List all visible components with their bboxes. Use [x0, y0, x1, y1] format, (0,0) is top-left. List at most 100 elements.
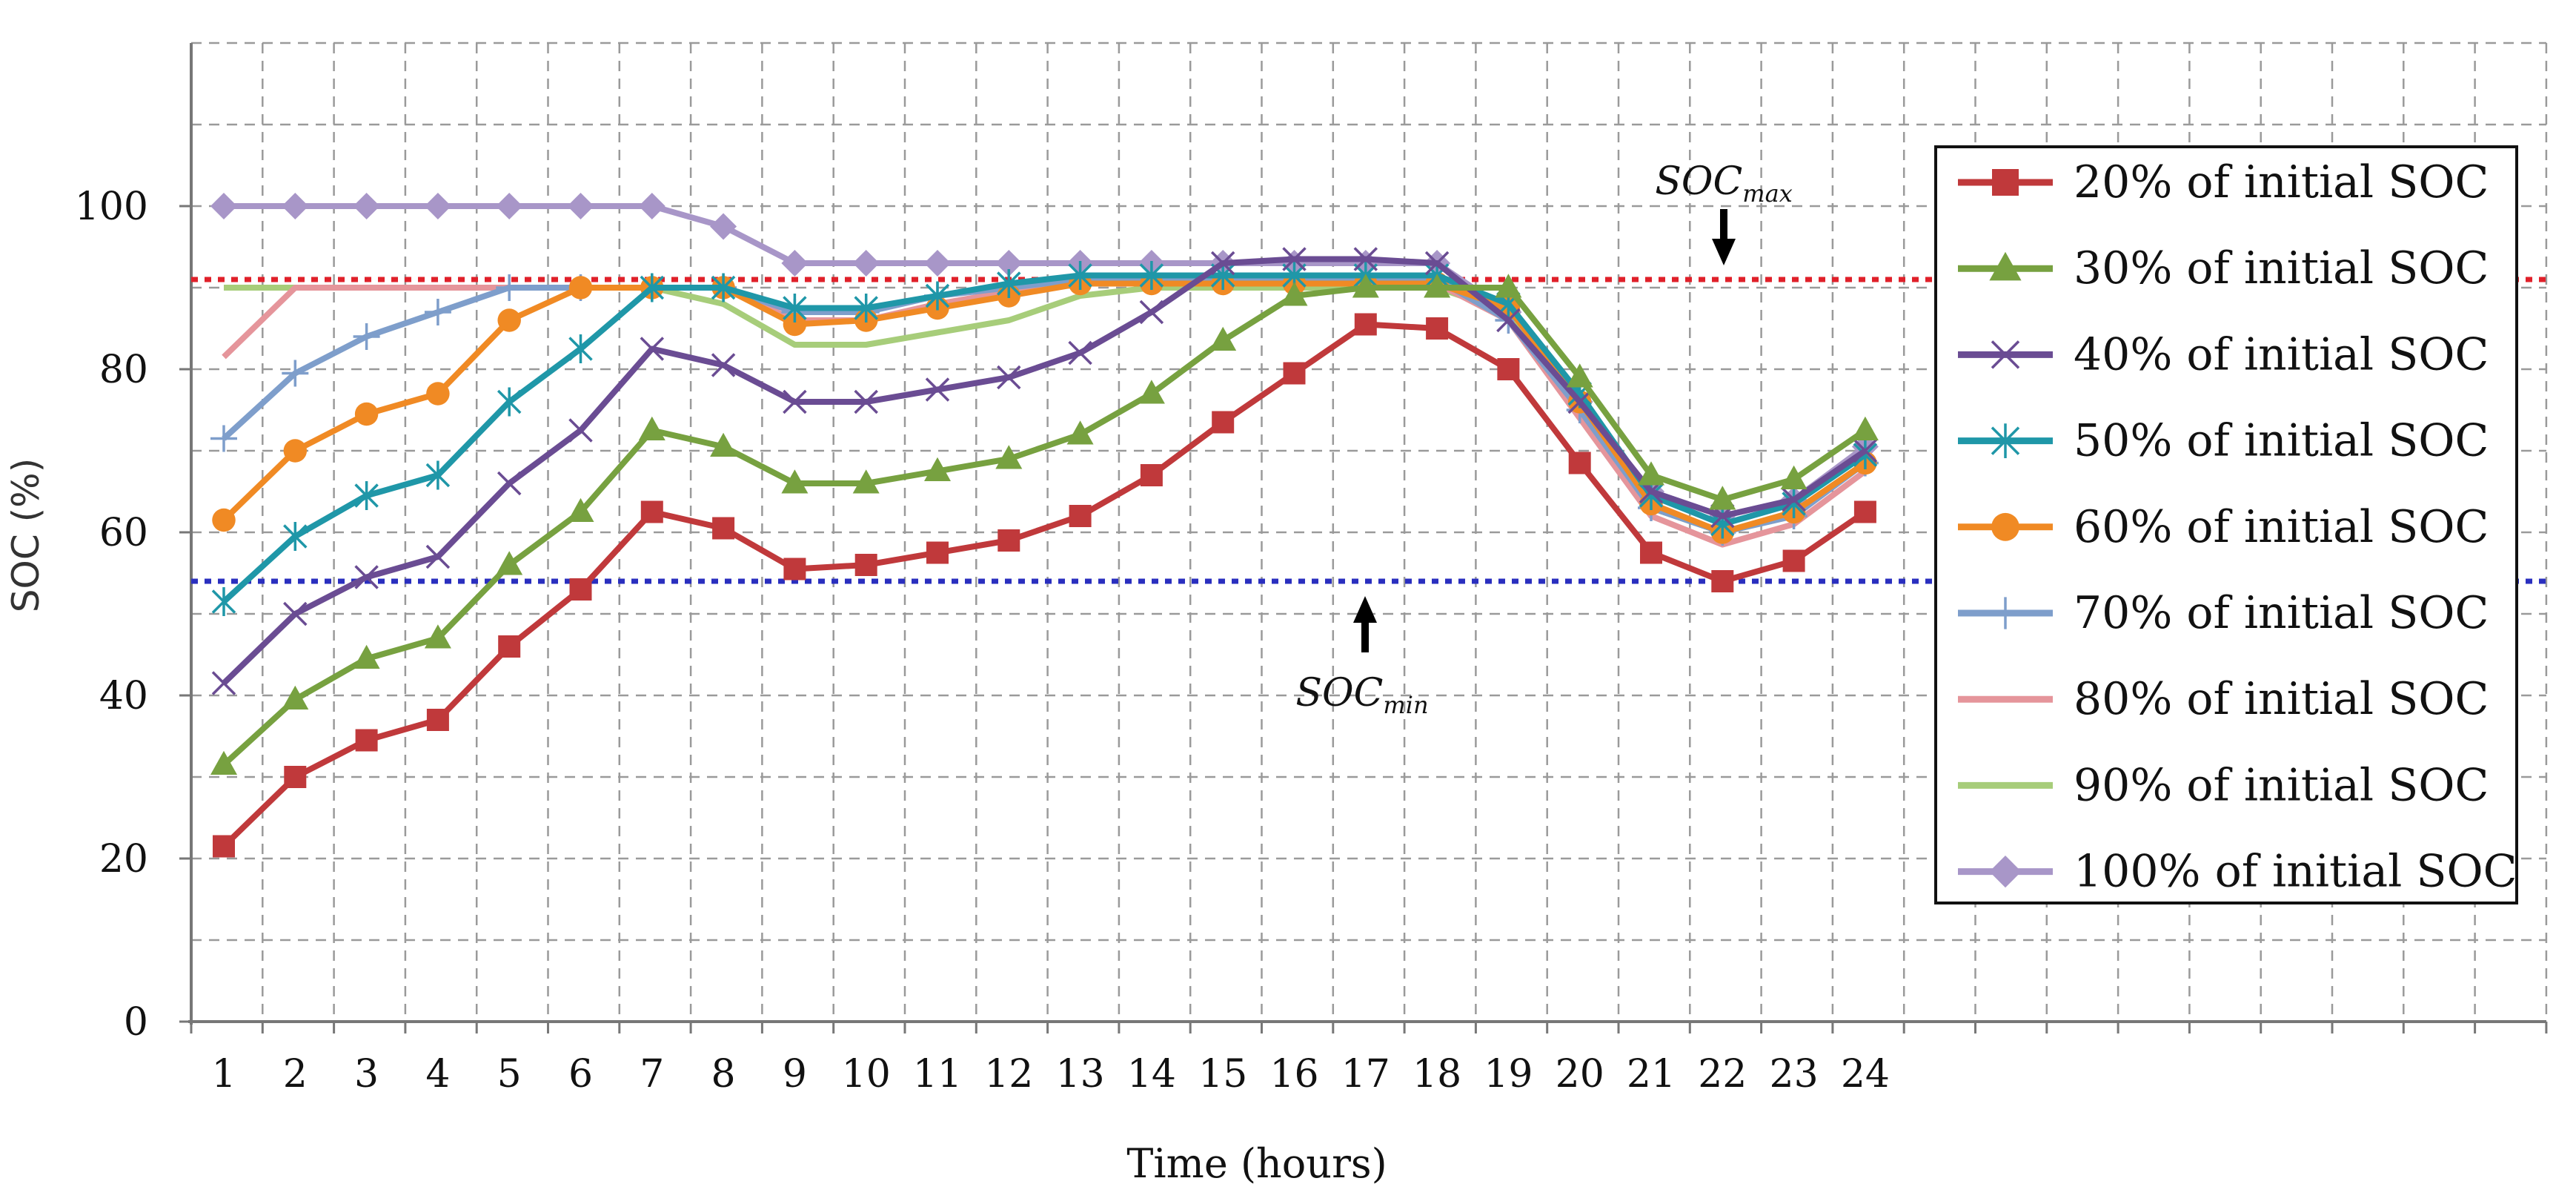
data-point — [854, 294, 878, 322]
data-point — [498, 635, 521, 658]
data-point — [567, 497, 594, 522]
series-line — [222, 285, 1868, 767]
data-point — [424, 624, 451, 649]
data-point — [1496, 308, 1521, 333]
series-7 — [222, 280, 1868, 548]
data-point — [424, 193, 451, 219]
data-point — [424, 299, 451, 325]
data-point — [353, 193, 380, 219]
data-point — [640, 337, 665, 361]
data-point — [711, 353, 736, 377]
legend-swatch-marker — [1991, 512, 2019, 541]
x-tick-label: 13 — [1056, 1052, 1105, 1096]
legend-label: 40% of initial SOC — [2074, 328, 2489, 380]
x-tick-label: 1 — [211, 1052, 236, 1096]
data-point — [567, 193, 594, 219]
legend-item-6: 70% of initial SOC — [1958, 587, 2489, 639]
data-point — [1138, 380, 1165, 404]
data-point — [1066, 420, 1094, 445]
data-point — [783, 558, 806, 580]
data-point — [282, 685, 309, 710]
series-3 — [211, 247, 1878, 695]
legend-label: 100% of initial SOC — [2074, 846, 2517, 898]
legend-item-1: 20% of initial SOC — [1958, 156, 2489, 208]
data-point — [1282, 247, 1307, 271]
legend-swatch-marker — [1989, 251, 2022, 281]
data-point — [1426, 317, 1449, 340]
data-point — [783, 389, 807, 414]
data-point — [210, 425, 237, 452]
data-point — [1495, 274, 1522, 298]
data-point — [783, 312, 807, 337]
data-point — [854, 389, 878, 414]
x-tick-label: 8 — [711, 1052, 736, 1096]
series-line — [222, 272, 1868, 604]
data-point — [212, 508, 236, 532]
data-point — [425, 544, 451, 569]
legend-label: 60% of initial SOC — [2074, 501, 2489, 553]
data-point — [211, 671, 236, 695]
data-point — [997, 529, 1020, 552]
x-tick-label: 14 — [1127, 1052, 1176, 1096]
data-point — [1424, 251, 1450, 276]
data-point — [640, 500, 663, 523]
data-point — [569, 578, 592, 601]
legend-swatch-marker — [1989, 856, 2022, 888]
data-point — [1853, 438, 1878, 463]
data-point — [924, 457, 951, 481]
data-point — [852, 250, 880, 277]
data-point — [1640, 541, 1662, 564]
data-point — [995, 250, 1023, 277]
x-tick-label: 3 — [354, 1052, 379, 1096]
data-point — [497, 471, 522, 496]
data-point — [1853, 500, 1876, 523]
series-5 — [212, 271, 1877, 544]
data-point — [854, 554, 877, 576]
x-tick-label: 19 — [1484, 1052, 1533, 1096]
data-point — [1281, 282, 1308, 306]
x-tick-label: 21 — [1627, 1052, 1676, 1096]
data-point — [710, 213, 737, 240]
data-point — [1568, 452, 1591, 474]
x-tick-label: 7 — [640, 1052, 664, 1096]
y-tick-label: 20 — [99, 837, 148, 882]
data-point — [354, 402, 379, 426]
data-point — [1283, 362, 1306, 385]
data-point — [1139, 300, 1164, 325]
x-tick-label: 5 — [497, 1052, 522, 1096]
data-point — [355, 729, 378, 752]
series-line — [222, 256, 1868, 686]
series-2 — [210, 274, 1879, 775]
legend-item-2: 30% of initial SOC — [1958, 242, 2489, 294]
y-tick-label: 60 — [99, 511, 148, 555]
axes — [179, 43, 2548, 1033]
data-point — [783, 294, 807, 322]
data-point — [1780, 465, 1807, 489]
data-point — [284, 766, 307, 788]
legend: 20% of initial SOC 30% of initial SOC 40% … — [1934, 145, 2518, 904]
x-tick-label: 12 — [984, 1052, 1033, 1096]
data-point — [496, 193, 523, 219]
legend-label: 90% of initial SOC — [2074, 759, 2489, 811]
data-point — [1212, 411, 1235, 434]
legend-swatch-marker — [1991, 423, 2020, 458]
data-point — [997, 269, 1021, 298]
x-tick-label: 22 — [1698, 1052, 1747, 1096]
data-point — [638, 416, 665, 440]
x-tick-label: 20 — [1556, 1052, 1604, 1096]
data-point — [210, 750, 237, 775]
data-point — [496, 274, 523, 301]
data-point — [1069, 505, 1092, 527]
data-point — [1068, 261, 1092, 290]
legend-swatch-marker — [1992, 169, 2019, 196]
series-line — [222, 321, 1868, 849]
data-point — [426, 382, 450, 406]
legend-item-3: 40% of initial SOC — [1958, 328, 2489, 380]
series-line — [222, 280, 1868, 548]
data-point — [283, 601, 308, 626]
data-point — [640, 273, 665, 302]
data-point — [282, 193, 309, 219]
data-point — [354, 481, 379, 510]
legend-item-7: 80% of initial SOC — [1958, 673, 2489, 725]
data-point — [781, 469, 809, 494]
